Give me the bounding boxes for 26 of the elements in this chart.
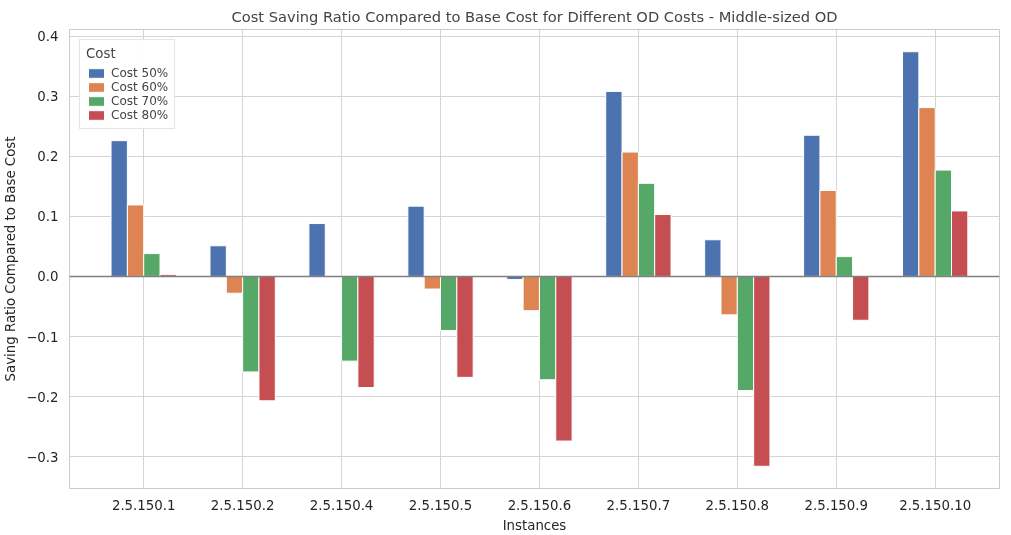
y-tick-label: 0.3 bbox=[37, 89, 59, 105]
legend-label: Cost 60% bbox=[111, 80, 169, 94]
legend-label: Cost 70% bbox=[111, 94, 169, 108]
y-tick-label: −0.2 bbox=[26, 389, 59, 405]
x-tick-label: 2.5.150.6 bbox=[507, 497, 572, 513]
legend-label: Cost 50% bbox=[111, 66, 169, 80]
x-tick-label: 2.5.150.1 bbox=[111, 497, 176, 513]
y-tick-label: −0.3 bbox=[26, 449, 59, 465]
y-tick-label: 0.4 bbox=[37, 29, 59, 45]
y-tick-label: 0.2 bbox=[37, 149, 59, 165]
x-tick-label: 2.5.150.4 bbox=[309, 497, 374, 513]
y-tick-label: 0.0 bbox=[37, 269, 59, 285]
x-tick-label: 2.5.150.5 bbox=[408, 497, 473, 513]
legend-title: Cost bbox=[86, 46, 117, 61]
chart-title: Cost Saving Ratio Compared to Base Cost for Different OD Costs - Middle-sized OD bbox=[231, 7, 838, 25]
y-tick-label: −0.1 bbox=[26, 329, 59, 345]
x-axis-title: Instances bbox=[502, 517, 567, 533]
x-tick-label: 2.5.150.7 bbox=[606, 497, 671, 513]
x-tick-label: 2.5.150.9 bbox=[804, 497, 869, 513]
legend-label: Cost 80% bbox=[111, 108, 169, 122]
x-tick-label: 2.5.150.8 bbox=[705, 497, 770, 513]
bar bbox=[308, 223, 326, 277]
x-tick-label: 2.5.150.10 bbox=[899, 497, 972, 513]
x-tick-label: 2.5.150.2 bbox=[210, 497, 275, 513]
y-axis-title: Saving Ratio Compared to Base Cost bbox=[3, 136, 19, 382]
y-tick-label: 0.1 bbox=[37, 209, 59, 225]
